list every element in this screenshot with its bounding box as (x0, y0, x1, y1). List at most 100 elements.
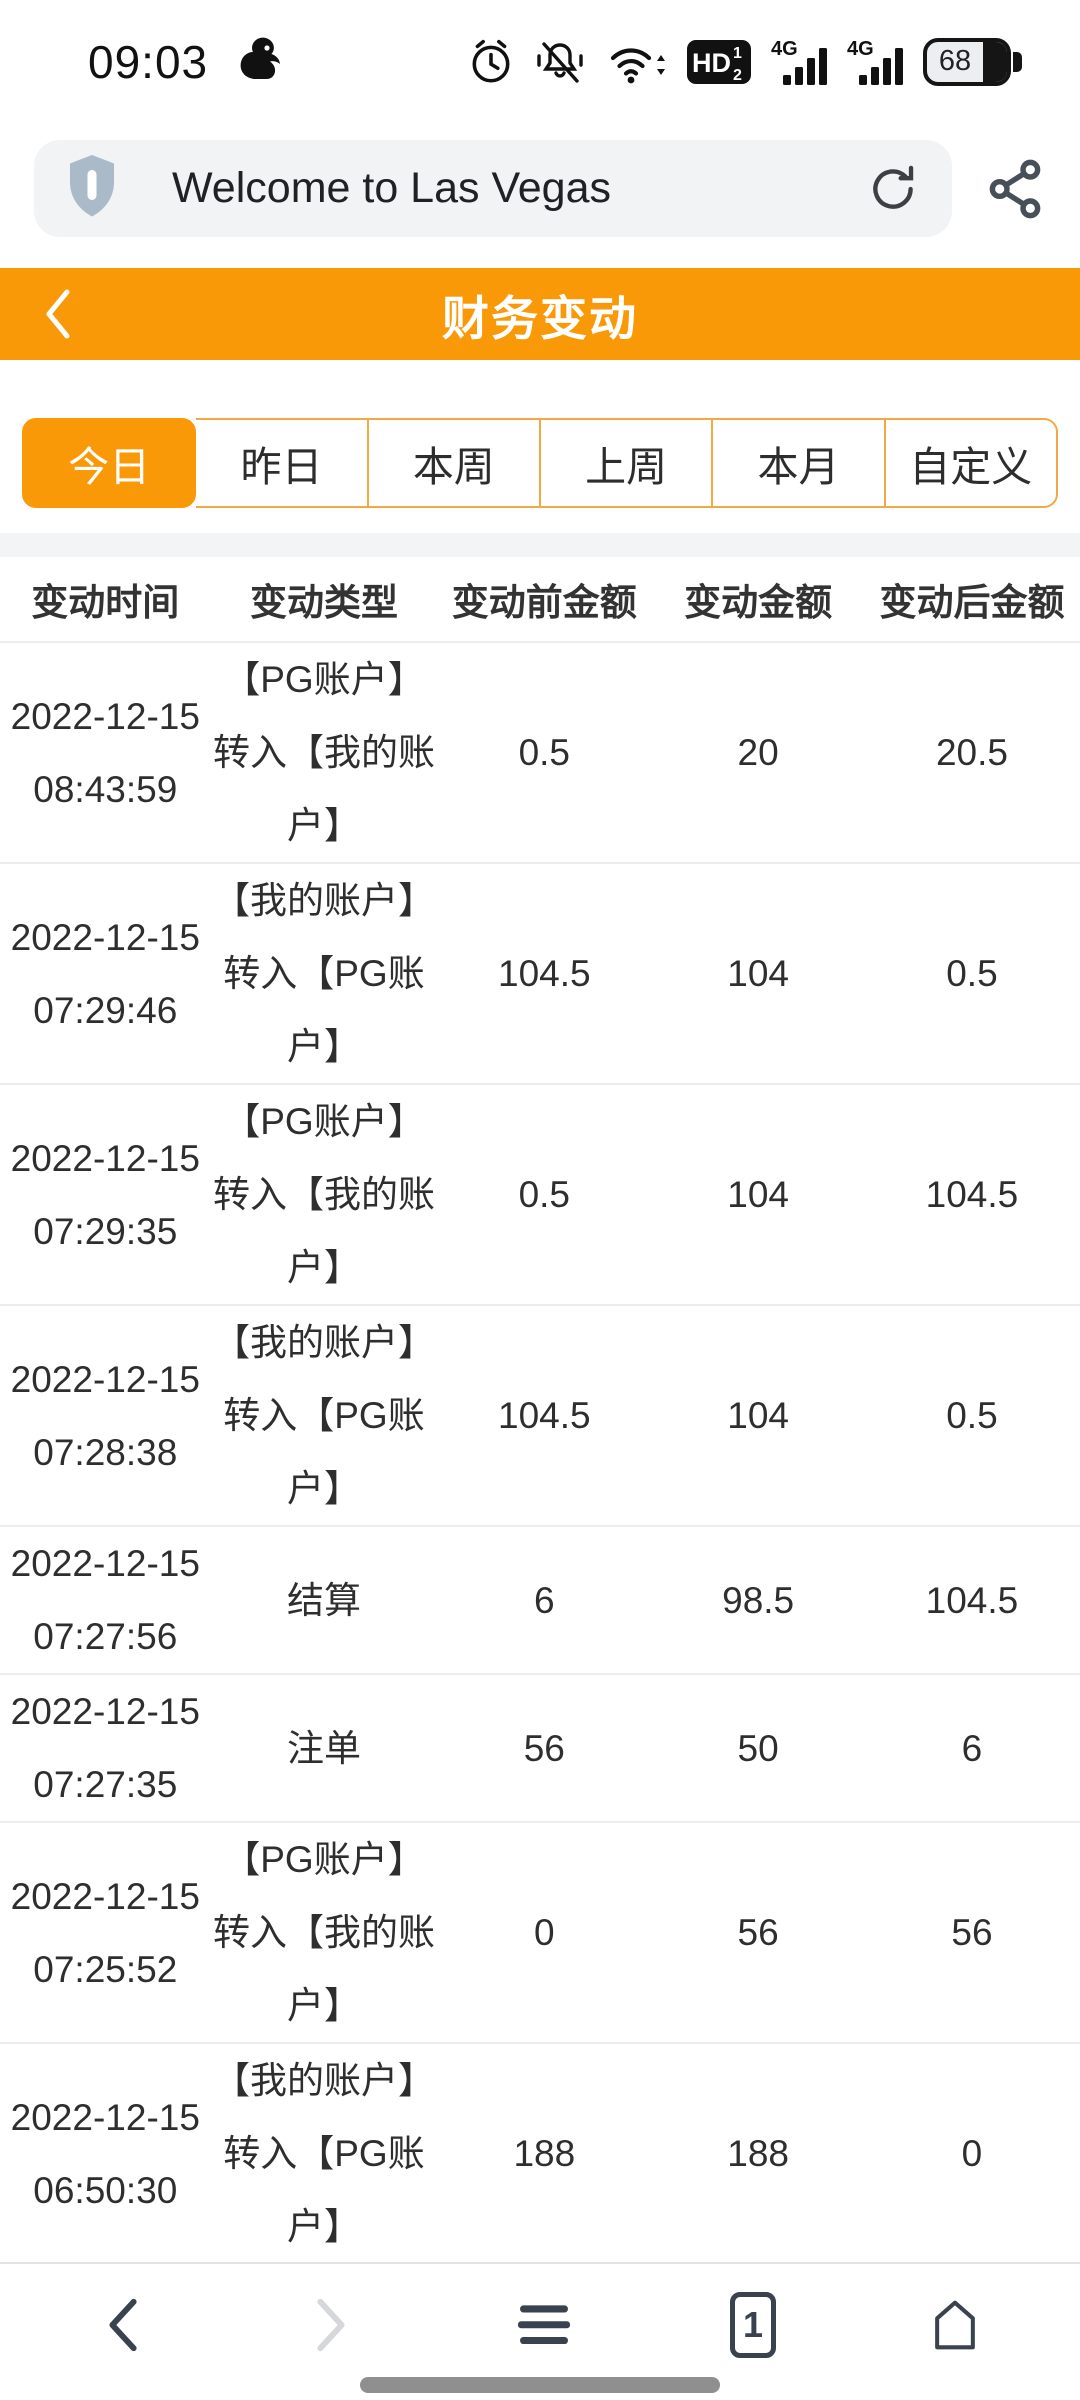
row-amount-change: 104 (727, 1395, 789, 1436)
row-date: 2022-12-15 (10, 1137, 200, 1179)
table-row: 2022-12-15 07:29:35 【PG账户】转入【我的账户】 0.5 1… (0, 1085, 1080, 1306)
home-indicator-handle[interactable] (360, 2377, 720, 2393)
vibrate-off-icon (535, 38, 585, 86)
row-amount-before: 0.5 (518, 1174, 571, 1215)
row-amount-change: 104 (727, 953, 789, 994)
row-amount-change: 56 (737, 1912, 779, 1953)
filter-tab-label: 本月 (757, 444, 840, 490)
row-amount-before: 6 (534, 1579, 555, 1621)
battery-percent: 68 (938, 45, 972, 77)
row-date: 2022-12-15 (10, 916, 200, 958)
filter-tab-0[interactable]: 今日 (22, 418, 197, 508)
row-type: 【我的账户】转入【PG账户】 (212, 2060, 435, 2247)
row-type: 【我的账户】转入【PG账户】 (212, 880, 435, 1067)
open-tab-count: 1 (742, 2304, 764, 2345)
row-date: 2022-12-15 (10, 1543, 200, 1584)
row-amount-after: 0.5 (946, 1395, 998, 1436)
row-date: 2022-12-15 (10, 1691, 200, 1732)
refresh-icon[interactable] (864, 160, 922, 218)
back-icon[interactable] (38, 268, 76, 360)
table-row: 2022-12-15 08:43:59 【PG账户】转入【我的账户】 0.5 2… (0, 643, 1080, 864)
row-type: 【PG账户】转入【我的账户】 (212, 1101, 435, 1288)
nav-forward-icon[interactable] (302, 2294, 358, 2356)
svg-text:2: 2 (733, 67, 742, 84)
row-date: 2022-12-15 (10, 695, 200, 737)
row-time: 07:27:56 (33, 1616, 178, 1657)
row-amount-after: 6 (961, 1727, 983, 1769)
column-header-time: 变动时间 (31, 582, 180, 623)
transaction-rows: 2022-12-15 08:43:59 【PG账户】转入【我的账户】 0.5 2… (0, 641, 1080, 2400)
table-row: 2022-12-15 07:25:52 【PG账户】转入【我的账户】 0 56 … (0, 1823, 1080, 2044)
row-amount-before: 0.5 (518, 732, 571, 773)
notification-app-icon (234, 34, 284, 89)
row-amount-after: 104.5 (925, 1579, 1019, 1621)
nav-back-icon[interactable] (96, 2294, 152, 2356)
filter-tab-label: 本周 (412, 444, 495, 490)
hd-badge: HD 1 2 (687, 38, 751, 86)
row-amount-before: 0 (534, 1912, 555, 1953)
row-amount-after: 104.5 (925, 1174, 1019, 1215)
row-time: 07:29:35 (33, 1210, 178, 1252)
svg-text:1: 1 (733, 45, 742, 62)
row-amount-after: 0.5 (946, 953, 998, 994)
nav-tabs-button[interactable]: 1 (730, 2292, 776, 2358)
column-header-after: 变动后金额 (879, 582, 1065, 623)
wifi-icon (605, 38, 667, 86)
row-time: 07:25:52 (33, 1948, 178, 1990)
row-date: 2022-12-15 (10, 1875, 200, 1917)
filter-tab-5[interactable]: 自定义 (885, 418, 1058, 508)
nav-home-icon[interactable] (926, 2296, 984, 2354)
row-time: 08:43:59 (33, 768, 178, 810)
row-date: 2022-12-15 (10, 2096, 200, 2138)
browser-toolbar: Welcome to Las Vegas (34, 140, 1052, 237)
battery-fill (983, 41, 1007, 82)
table-header: 变动时间 变动类型 变动前金额 变动金额 变动后金额 (0, 557, 1080, 641)
filter-tab-label: 上周 (585, 444, 668, 490)
table-row: 2022-12-15 07:27:56 结算 6 98.5 104.5 (0, 1527, 1080, 1675)
page-title: 财务变动 (442, 291, 638, 345)
table-row: 2022-12-15 07:29:46 【我的账户】转入【PG账户】 104.5… (0, 864, 1080, 1085)
filter-tab-4[interactable]: 本月 (713, 418, 886, 508)
section-divider (0, 533, 1080, 557)
row-amount-before: 188 (513, 2133, 576, 2174)
signal-4g-sim2: 4G (847, 38, 903, 86)
row-amount-change: 188 (727, 2133, 789, 2174)
filter-tabs: 今日 昨日 本周 上周 本月 自定义 (22, 418, 1058, 508)
battery-icon: 68 (923, 37, 1022, 86)
row-time: 07:28:38 (33, 1431, 178, 1473)
row-time: 07:27:35 (33, 1764, 178, 1805)
row-type: 【我的账户】转入【PG账户】 (212, 1322, 435, 1509)
share-icon[interactable] (978, 152, 1052, 226)
row-amount-before: 104.5 (498, 953, 591, 994)
row-time: 06:50:30 (33, 2169, 178, 2211)
clock-time: 09:03 (88, 35, 209, 88)
column-header-type: 变动类型 (249, 582, 398, 623)
row-time: 07:29:46 (33, 989, 178, 1031)
svg-text:4G: 4G (847, 38, 874, 60)
filter-tab-label: 今日 (68, 444, 151, 490)
alarm-icon (467, 38, 515, 86)
row-type: 【PG账户】转入【我的账户】 (212, 1839, 435, 2026)
filter-tab-2[interactable]: 本周 (368, 418, 541, 508)
app-header: 财务变动 (0, 268, 1080, 360)
filter-tab-1[interactable]: 昨日 (196, 418, 369, 508)
table-row: 2022-12-15 07:27:35 注单 56 50 6 (0, 1675, 1080, 1823)
site-security-shield-icon (64, 153, 120, 224)
nav-menu-icon[interactable] (508, 2300, 580, 2350)
filter-tab-label: 昨日 (240, 444, 323, 490)
row-type: 【PG账户】转入【我的账户】 (212, 659, 435, 846)
row-amount-change: 98.5 (722, 1579, 795, 1621)
table-row: 2022-12-15 06:50:30 【我的账户】转入【PG账户】 188 1… (0, 2044, 1080, 2265)
svg-text:HD: HD (692, 48, 731, 78)
row-date: 2022-12-15 (10, 1358, 200, 1400)
row-amount-before: 56 (523, 1727, 565, 1769)
filter-tab-label: 自定义 (909, 444, 1033, 490)
page-title-url: Welcome to Las Vegas (172, 164, 612, 212)
filter-tab-3[interactable]: 上周 (540, 418, 714, 508)
url-bar[interactable]: Welcome to Las Vegas (34, 140, 952, 237)
row-amount-after: 56 (951, 1912, 993, 1953)
row-amount-after: 20.5 (935, 732, 1008, 773)
row-type: 注单 (286, 1727, 361, 1769)
column-header-amount: 变动金额 (684, 582, 833, 623)
